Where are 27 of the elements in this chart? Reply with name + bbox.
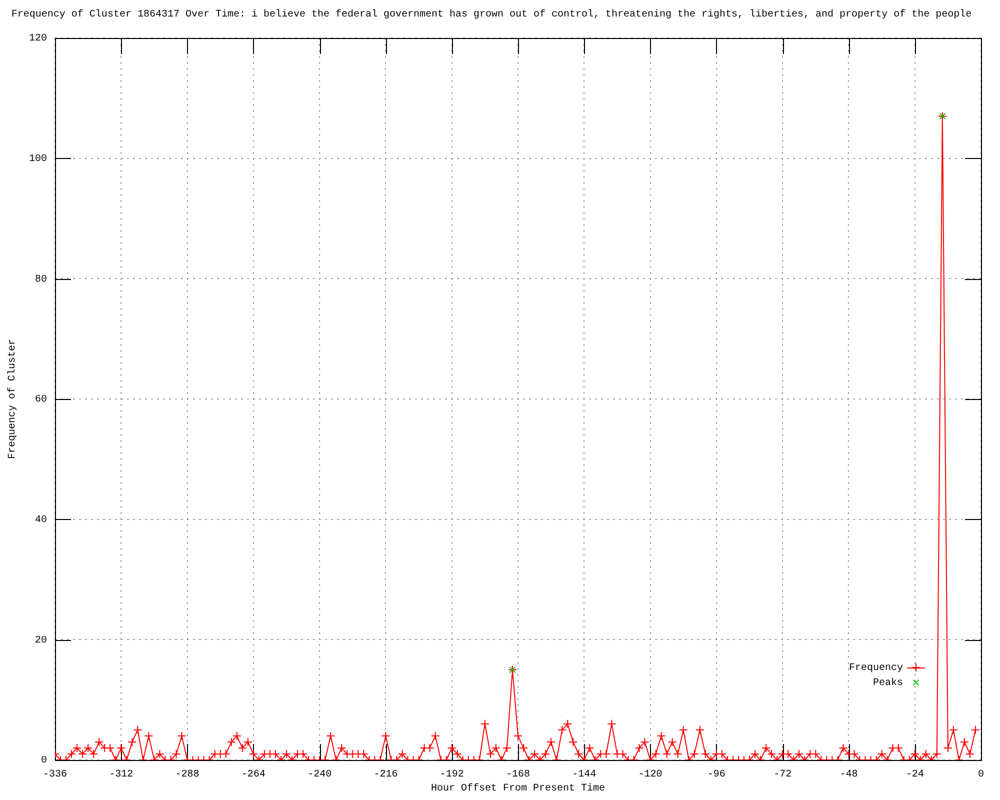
x-axis-title: Hour Offset From Present Time [430,782,606,795]
x-tick-label: -48 [840,770,858,781]
y-tick-label: 20 [34,635,47,646]
x-tick-label: -312 [109,770,134,781]
x-tick-label: -96 [707,770,726,781]
y-tick-label: 100 [28,154,47,165]
x-tick-label: -264 [241,770,266,781]
x-tick-label: -72 [774,770,792,781]
legend-label: Frequency [848,663,903,674]
x-tick-label: -192 [440,770,464,781]
y-tick-label: 0 [40,756,47,767]
y-axis-title: Frequency of Cluster [6,338,19,460]
x-tick-label: -168 [506,770,530,781]
x-tick-label: -24 [906,770,924,781]
x-tick-label: -144 [572,770,596,781]
x-tick-label: -288 [175,770,200,781]
x-tick-label: -240 [308,770,332,781]
x-tick-label: -216 [374,770,398,781]
y-tick-label: 60 [34,394,47,406]
y-tick-label: 80 [34,274,47,286]
y-tick-label: 40 [34,514,47,526]
x-tick-label: 0 [978,770,984,781]
legend-label: Peaks [872,677,903,690]
x-tick-label: -120 [638,770,662,781]
y-tick-label: 120 [28,34,47,45]
x-tick-label: -336 [42,770,68,781]
chart-title: Frequency of Cluster 1864317 Over Time: i believe the federal government has grown out of control, threatening the rights, liberties, and property of the people [11,8,972,21]
